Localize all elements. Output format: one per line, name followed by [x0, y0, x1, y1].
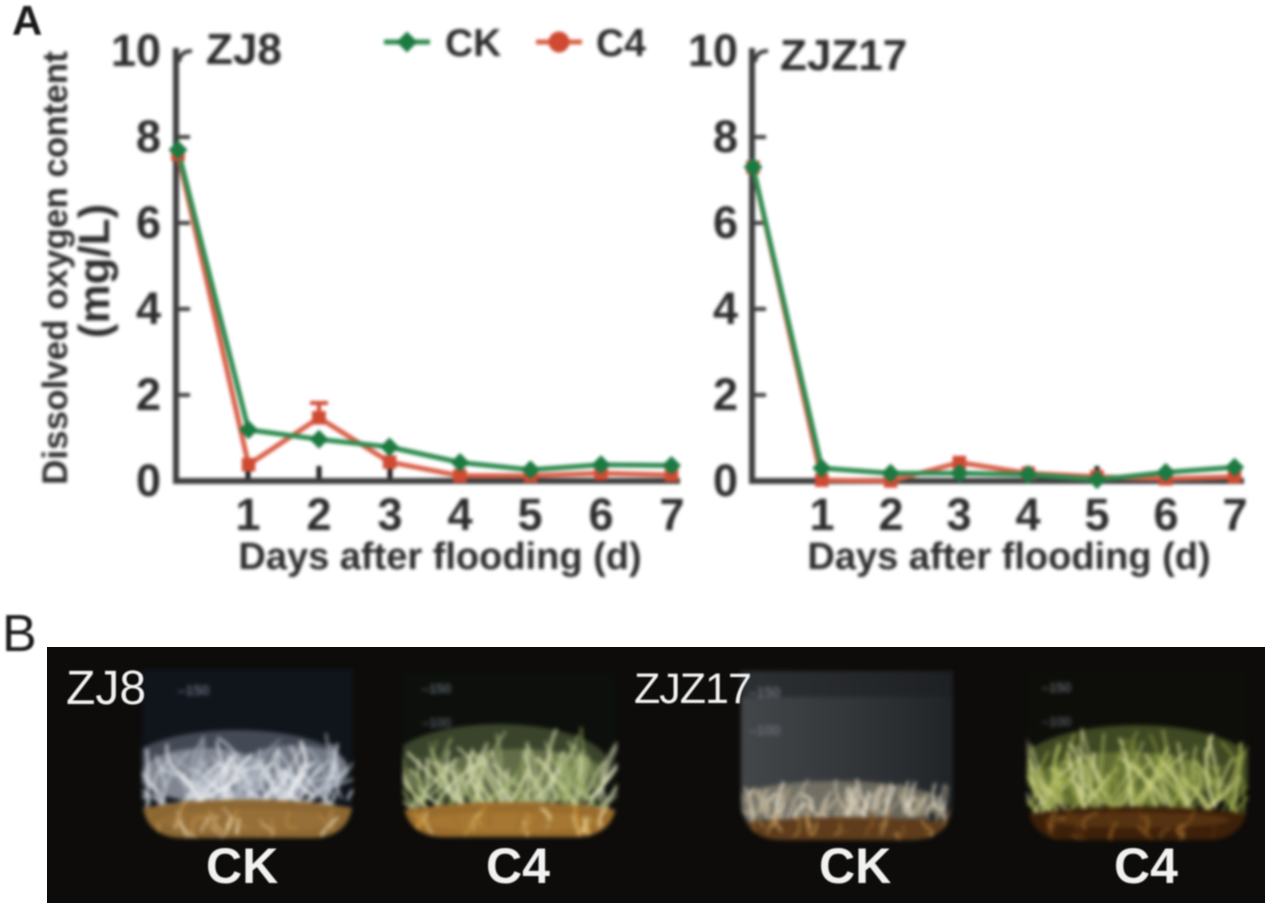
svg-text:7: 7 — [659, 489, 684, 540]
svg-text:1: 1 — [235, 489, 260, 540]
svg-text:0: 0 — [713, 455, 738, 506]
svg-text:5: 5 — [517, 489, 542, 540]
svg-text:–100: –100 — [749, 722, 780, 738]
svg-text:Dissolved oxygen content: Dissolved oxygen content — [36, 51, 75, 485]
svg-text:–100: –100 — [1042, 714, 1071, 729]
svg-text:2: 2 — [136, 369, 161, 420]
svg-text:Days after flooding (d): Days after flooding (d) — [807, 536, 1210, 578]
svg-text:–150: –150 — [178, 682, 209, 698]
svg-text:ZJZ17: ZJZ17 — [780, 31, 907, 80]
svg-text:7: 7 — [1222, 489, 1247, 540]
svg-text:ZJ8: ZJ8 — [206, 25, 282, 74]
svg-text:8: 8 — [136, 111, 161, 162]
svg-text:(mg/L): (mg/L) — [70, 204, 119, 338]
svg-text:–150: –150 — [422, 681, 451, 696]
svg-text:6: 6 — [588, 489, 613, 540]
svg-text:3: 3 — [946, 489, 971, 540]
svg-text:6: 6 — [136, 197, 161, 248]
svg-text:C4: C4 — [596, 22, 646, 65]
svg-text:0: 0 — [136, 455, 161, 506]
svg-text:CK: CK — [445, 22, 501, 65]
svg-text:10: 10 — [111, 25, 161, 76]
svg-text:2: 2 — [713, 369, 738, 420]
svg-text:5: 5 — [1084, 489, 1109, 540]
svg-text:2: 2 — [306, 489, 331, 540]
svg-text:10: 10 — [688, 25, 738, 76]
svg-text:4: 4 — [1015, 489, 1040, 540]
svg-text:2: 2 — [878, 489, 903, 540]
svg-text:8: 8 — [713, 111, 738, 162]
svg-text:6: 6 — [1153, 489, 1178, 540]
svg-text:4: 4 — [136, 283, 161, 334]
svg-text:1: 1 — [809, 489, 834, 540]
svg-text:6: 6 — [713, 197, 738, 248]
svg-text:4: 4 — [447, 489, 472, 540]
svg-text:4: 4 — [713, 283, 738, 334]
svg-text:–150: –150 — [749, 684, 780, 700]
svg-text:–150: –150 — [1042, 680, 1071, 695]
svg-text:3: 3 — [377, 489, 402, 540]
svg-text:Days after flooding (d): Days after flooding (d) — [238, 536, 641, 578]
svg-text:–100: –100 — [422, 715, 451, 730]
